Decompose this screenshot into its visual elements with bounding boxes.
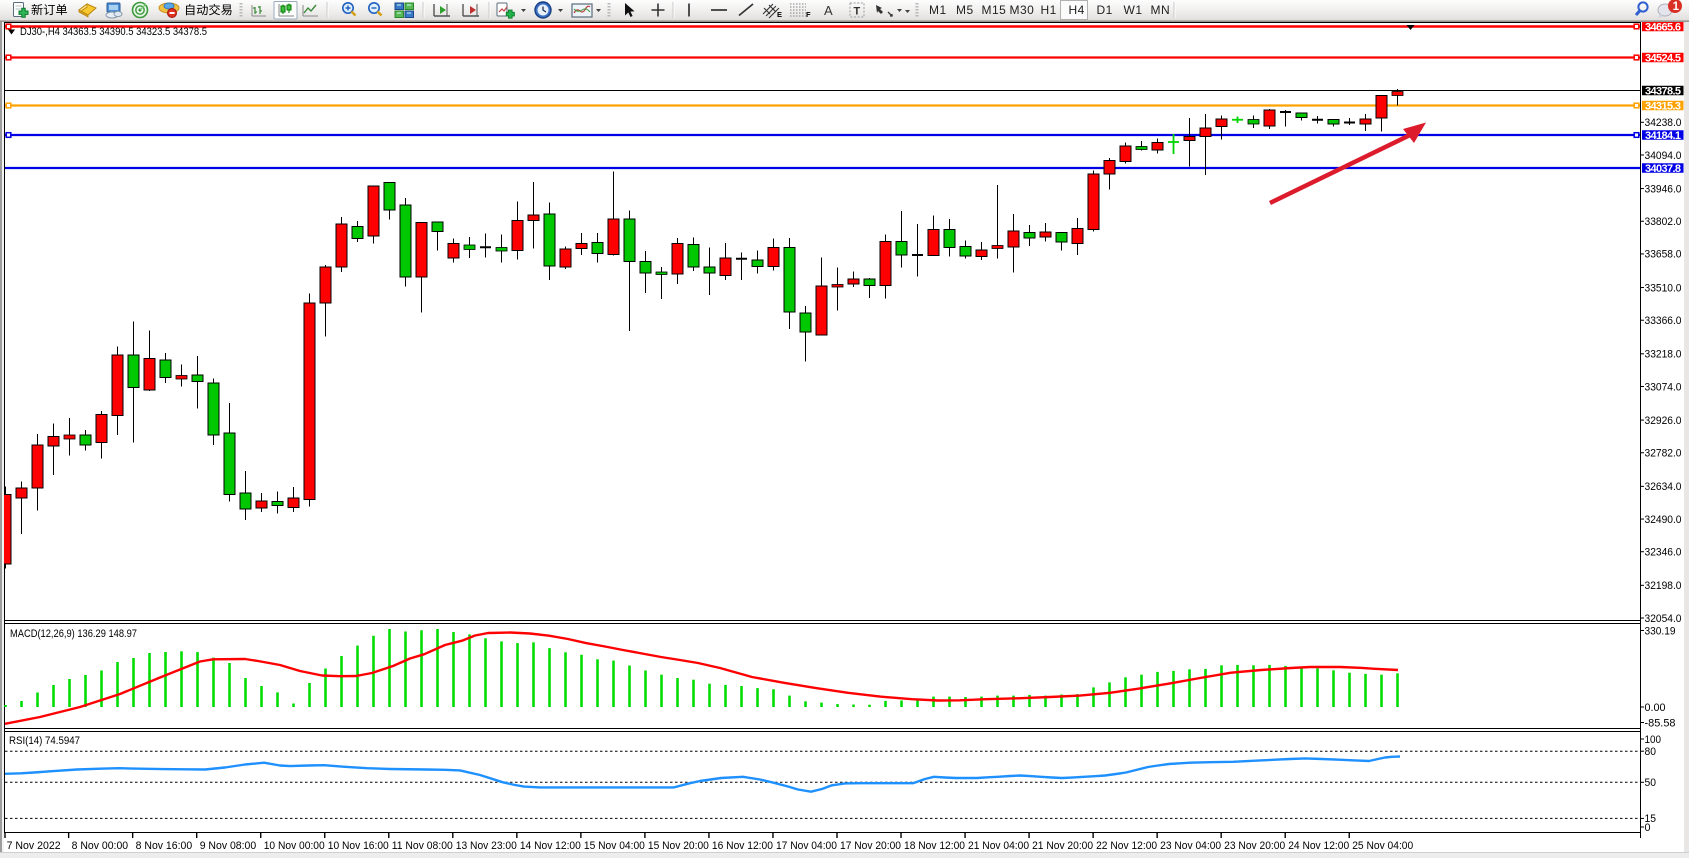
svg-text:32054.0: 32054.0	[1645, 613, 1682, 625]
svg-text:M30: M30	[1010, 3, 1035, 17]
svg-text:33802.0: 33802.0	[1645, 216, 1682, 228]
svg-text:32198.0: 32198.0	[1645, 580, 1682, 592]
svg-text:32346.0: 32346.0	[1645, 547, 1682, 559]
svg-text:1: 1	[1673, 1, 1680, 13]
svg-text:15 Nov 20:00: 15 Nov 20:00	[648, 840, 709, 852]
svg-text:RSI(14) 74.5947: RSI(14) 74.5947	[9, 735, 80, 747]
svg-text:D1: D1	[1097, 3, 1113, 17]
svg-text:14 Nov 12:00: 14 Nov 12:00	[520, 840, 581, 852]
svg-text:11 Nov 08:00: 11 Nov 08:00	[392, 840, 453, 852]
svg-text:80: 80	[1645, 746, 1657, 758]
svg-text:15 Nov 04:00: 15 Nov 04:00	[584, 840, 645, 852]
svg-text:F: F	[806, 10, 811, 19]
svg-text:32782.0: 32782.0	[1645, 448, 1682, 460]
svg-text:E: E	[777, 10, 782, 19]
svg-text:MACD(12,26,9) 136.29 148.97: MACD(12,26,9) 136.29 148.97	[10, 628, 137, 640]
svg-text:32634.0: 32634.0	[1645, 481, 1682, 493]
svg-text:25 Nov 04:00: 25 Nov 04:00	[1352, 840, 1413, 852]
svg-text:18 Nov 12:00: 18 Nov 12:00	[904, 840, 965, 852]
svg-text:34524.5: 34524.5	[1645, 52, 1681, 64]
svg-text:M15: M15	[982, 3, 1007, 17]
svg-text:15: 15	[1645, 813, 1657, 825]
svg-text:33510.0: 33510.0	[1645, 282, 1682, 294]
svg-text:33074.0: 33074.0	[1645, 381, 1682, 393]
svg-text:0.00: 0.00	[1645, 702, 1666, 714]
svg-text:16 Nov 12:00: 16 Nov 12:00	[712, 840, 773, 852]
svg-text:100: 100	[1645, 734, 1662, 746]
svg-text:50: 50	[1645, 777, 1657, 789]
svg-text:33658.0: 33658.0	[1645, 249, 1682, 261]
svg-text:34094.0: 34094.0	[1645, 150, 1682, 162]
svg-text:33946.0: 33946.0	[1645, 183, 1682, 195]
svg-text:7 Nov 2022: 7 Nov 2022	[7, 840, 61, 852]
svg-text:-85.58: -85.58	[1645, 717, 1676, 729]
svg-text:32926.0: 32926.0	[1645, 415, 1682, 427]
svg-text:330.19: 330.19	[1645, 625, 1676, 637]
svg-text:10 Nov 00:00: 10 Nov 00:00	[264, 840, 325, 852]
svg-text:24 Nov 12:00: 24 Nov 12:00	[1288, 840, 1349, 852]
svg-text:T: T	[854, 6, 861, 18]
svg-text:33218.0: 33218.0	[1645, 349, 1682, 361]
svg-text:21 Nov 20:00: 21 Nov 20:00	[1032, 840, 1093, 852]
svg-text:23 Nov 20:00: 23 Nov 20:00	[1224, 840, 1285, 852]
svg-text:H1: H1	[1041, 3, 1057, 17]
svg-text:8 Nov 00:00: 8 Nov 00:00	[72, 840, 129, 852]
svg-text:34238.0: 34238.0	[1645, 117, 1682, 129]
svg-text:8 Nov 16:00: 8 Nov 16:00	[136, 840, 193, 852]
svg-text:A: A	[824, 3, 833, 18]
svg-text:9 Nov 08:00: 9 Nov 08:00	[200, 840, 257, 852]
svg-text:23 Nov 04:00: 23 Nov 04:00	[1160, 840, 1221, 852]
svg-text:H4: H4	[1069, 3, 1085, 17]
svg-text:M5: M5	[956, 3, 974, 17]
svg-text:34315.3: 34315.3	[1645, 100, 1681, 112]
svg-text:17 Nov 04:00: 17 Nov 04:00	[776, 840, 837, 852]
svg-text:21 Nov 04:00: 21 Nov 04:00	[968, 840, 1029, 852]
svg-text:0: 0	[1645, 822, 1651, 834]
svg-text:32490.0: 32490.0	[1645, 514, 1682, 526]
svg-text:M1: M1	[929, 3, 947, 17]
svg-text:33366.0: 33366.0	[1645, 315, 1682, 327]
svg-text:34665.6: 34665.6	[1645, 21, 1681, 33]
svg-text:34378.5: 34378.5	[1645, 85, 1681, 97]
svg-text:W1: W1	[1124, 3, 1143, 17]
svg-text:17 Nov 20:00: 17 Nov 20:00	[840, 840, 901, 852]
svg-text:DJ30-,H4 34363.5 34390.5 3432: DJ30-,H4 34363.5 34390.5 34323.5 34378.5	[20, 26, 207, 38]
svg-text:10 Nov 16:00: 10 Nov 16:00	[328, 840, 389, 852]
svg-text:34037.8: 34037.8	[1645, 163, 1681, 175]
svg-text:34184.1: 34184.1	[1645, 130, 1681, 142]
svg-text:13 Nov 23:00: 13 Nov 23:00	[456, 840, 517, 852]
svg-text:22 Nov 12:00: 22 Nov 12:00	[1096, 840, 1157, 852]
svg-text:MN: MN	[1151, 3, 1171, 17]
